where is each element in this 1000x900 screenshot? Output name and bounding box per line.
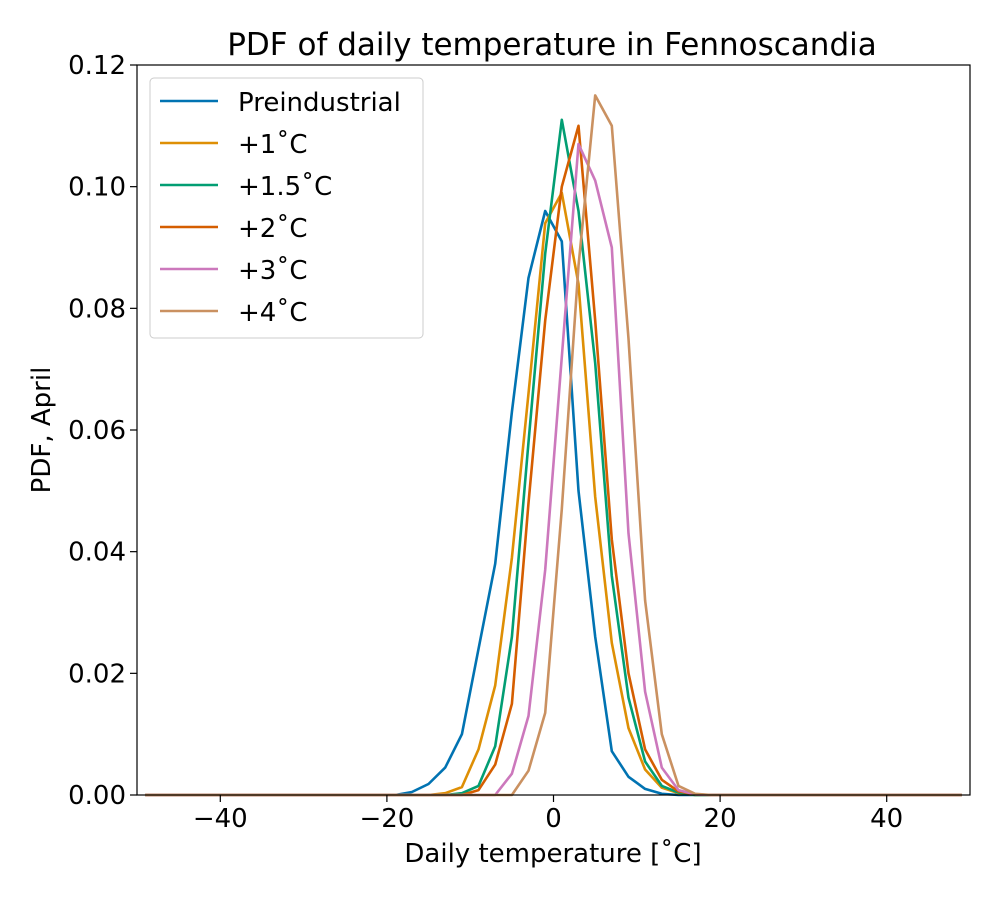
y-tick-label: 0.00 — [68, 781, 126, 811]
x-axis-ticks: −40 −20 0 20 40 — [193, 795, 903, 834]
legend-label-4: +3˚C — [238, 256, 307, 286]
y-tick-label: 0.02 — [68, 659, 126, 689]
legend-label-2: +1.5˚C — [238, 172, 332, 202]
legend-entries: Preindustrial +1˚C +1.5˚C +2˚C +3˚C +4˚C — [160, 88, 401, 328]
legend-label-3: +2˚C — [238, 214, 307, 244]
legend-frame — [149, 77, 424, 339]
legend-label-1: +1˚C — [238, 130, 307, 160]
y-axis-ticks: 0.00 0.02 0.04 0.06 0.08 0.10 0.12 — [68, 51, 137, 811]
x-axis-label: Daily temperature [˚C] — [404, 839, 701, 869]
y-tick-label: 0.10 — [68, 173, 126, 203]
legend-label-5: +4˚C — [238, 298, 307, 328]
legend-label-0: Preindustrial — [238, 88, 401, 118]
x-tick-label: −40 — [193, 804, 248, 834]
x-tick-label: 40 — [870, 804, 903, 834]
y-tick-label: 0.04 — [68, 538, 126, 568]
y-axis-label: PDF, April — [27, 367, 57, 494]
chart-title: PDF of daily temperature in Fennoscandia — [227, 27, 877, 63]
y-tick-label: 0.06 — [68, 416, 126, 446]
x-tick-label: −20 — [359, 804, 414, 834]
legend: Preindustrial +1˚C +1.5˚C +2˚C +3˚C +4˚C — [149, 77, 424, 339]
x-tick-label: 0 — [545, 804, 562, 834]
x-tick-label: 20 — [704, 804, 737, 834]
y-tick-label: 0.12 — [68, 51, 126, 81]
y-tick-label: 0.08 — [68, 294, 126, 324]
